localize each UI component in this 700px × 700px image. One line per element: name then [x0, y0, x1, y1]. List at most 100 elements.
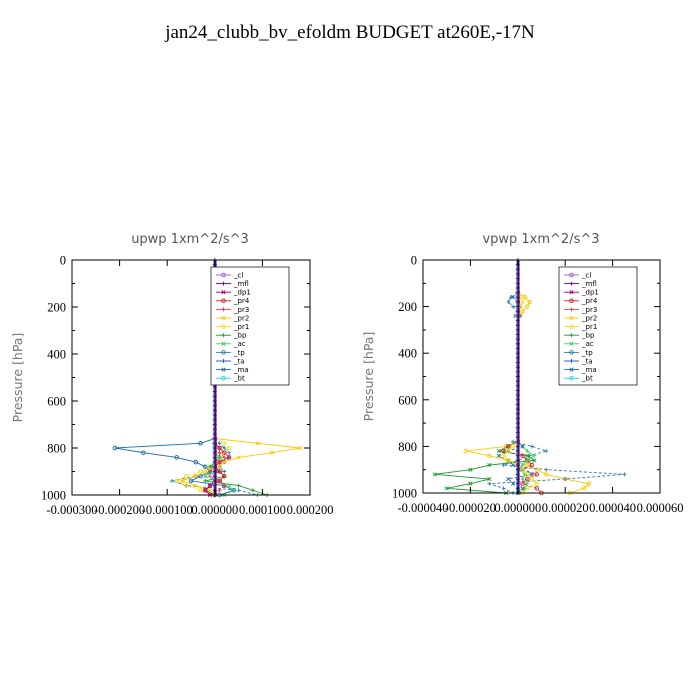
series-marker-bp-2 [468, 467, 473, 472]
legend-marker-pr4-1 [221, 298, 226, 304]
series-marker-ma-1 [112, 445, 118, 451]
y-tick-label-1: 0 [60, 254, 66, 268]
series-marker-mfl-2 [515, 281, 520, 286]
series-marker-ma-2 [496, 453, 501, 458]
series-marker-pr3-1 [222, 483, 227, 488]
series-marker-tp-2 [544, 467, 549, 472]
series-marker-pr1-2 [525, 486, 530, 491]
series-marker-mfl-2 [515, 411, 520, 416]
series-marker-ac-2 [520, 477, 525, 482]
series-marker-mfl-2 [515, 313, 520, 318]
series-marker-ac-2 [532, 453, 537, 458]
series-marker-pr1-2 [520, 467, 525, 472]
series-marker-pr2-2 [527, 299, 532, 305]
series-marker-mfl-2 [515, 472, 520, 477]
series-marker-bp-2 [496, 448, 501, 454]
series-marker-mfl-2 [515, 327, 520, 332]
series-marker-pr2-1 [193, 483, 198, 488]
series-marker-mfl-2 [515, 458, 520, 463]
legend-marker-bt-2 [569, 375, 574, 381]
series-marker-ac-2 [525, 449, 530, 454]
series-marker-pr2-1 [217, 464, 222, 469]
series-marker-pr1-2 [510, 444, 516, 449]
series-marker-pr1-2 [529, 476, 535, 482]
y-tick-label-2: 800 [398, 440, 417, 454]
series-marker-pr3-1 [208, 474, 213, 479]
x-tick-label-1: 0.000200 [287, 503, 334, 517]
y-axis-label-2: Pressure [hPa] [361, 332, 376, 422]
x-tick-label-1: 0.000100 [239, 503, 286, 517]
legend-label-bt-1: _bt [233, 375, 245, 383]
series-marker-pr4-2 [534, 486, 540, 491]
series-marker-mfl-1 [212, 427, 217, 432]
series-marker-ac-1 [231, 488, 236, 493]
legend-label-ma-1: _ma [233, 366, 249, 374]
series-marker-pr2-1 [179, 478, 184, 484]
series-marker-pr3-1 [217, 450, 222, 455]
y-tick-label-2: 600 [398, 393, 417, 407]
series-marker-mfl-2 [515, 337, 520, 342]
series-marker-bp-1 [236, 483, 241, 488]
legend-label-dp1-1: _dp1 [233, 289, 251, 297]
series-marker-mfl-2 [515, 421, 520, 426]
legend-marker-pr2-1 [221, 315, 226, 321]
legend-label-pr3-2: _pr3 [581, 306, 597, 314]
y-axis-label-1: Pressure [hPa] [10, 333, 25, 423]
series-marker-mfl-1 [212, 389, 217, 394]
series-marker-pr1-1 [226, 445, 232, 451]
legend-marker-cl-2 [569, 272, 574, 278]
legend-marker-bp-1 [221, 333, 226, 338]
series-marker-bp-2 [444, 486, 449, 491]
series-marker-pr4-1 [222, 450, 227, 455]
x-tick-label-1: 0.000000 [191, 503, 238, 517]
series-marker-tp-1 [236, 488, 241, 493]
legend-box-1 [210, 266, 290, 386]
series-marker-pr2-1 [193, 474, 198, 479]
y-tick-label-2: 1000 [392, 487, 417, 501]
series-marker-pr3-1 [217, 446, 222, 450]
series-marker-tp-1 [217, 441, 222, 446]
series-marker-mfl-2 [515, 290, 520, 295]
x-tick-label-2: 0.000040 [589, 501, 636, 515]
series-marker-pr1-1 [183, 473, 189, 479]
series-marker-bp-1 [250, 488, 255, 493]
series-marker-pr1-2 [501, 453, 506, 458]
legend-marker-ac-1 [221, 341, 226, 346]
series-marker-mfl-1 [212, 399, 217, 403]
series-marker-ma-1 [193, 459, 199, 465]
series-marker-pr2-2 [543, 472, 549, 477]
x-tick-label-2: 0.000020 [542, 501, 589, 515]
series-marker-tp-2 [487, 481, 492, 486]
series-line-pr1-1 [175, 438, 230, 496]
legend-label-ac-1: _ac [233, 340, 246, 348]
series-marker-mfl-2 [515, 267, 520, 272]
series-marker-pr4-1 [207, 483, 213, 488]
legend-marker-bt-1 [221, 375, 226, 381]
series-marker-ma-2 [510, 295, 516, 300]
series-marker-mfl-2 [515, 481, 520, 486]
series-marker-ma-1 [198, 441, 203, 446]
series-marker-pr4-2 [525, 476, 530, 482]
legend-marker-ma-2 [569, 367, 574, 372]
series-marker-mfl-2 [515, 374, 520, 379]
series-marker-bp-2 [432, 472, 437, 477]
series-marker-mfl-1 [212, 431, 217, 436]
series-marker-dp1-1 [207, 483, 213, 488]
series-marker-mfl-1 [212, 460, 217, 465]
legend-marker-cl-1 [221, 272, 226, 278]
series-marker-mfl-1 [212, 408, 217, 413]
series-marker-mfl-2 [515, 477, 520, 482]
series-marker-tp-2 [511, 304, 516, 309]
series-marker-pr3-1 [217, 478, 222, 483]
legend-box-2 [558, 266, 638, 386]
series-marker-pr2-2 [525, 462, 530, 468]
series-marker-pr1-1 [198, 469, 203, 474]
series-marker-ma-2 [506, 476, 511, 482]
series-marker-pr4-2 [529, 462, 535, 468]
series-marker-mfl-2 [515, 318, 520, 323]
legend-label-cl-1: _cl [233, 271, 243, 279]
series-marker-mfl-2 [515, 341, 520, 346]
series-marker-pr2-1 [207, 488, 213, 493]
series-marker-pr2-1 [222, 459, 227, 465]
